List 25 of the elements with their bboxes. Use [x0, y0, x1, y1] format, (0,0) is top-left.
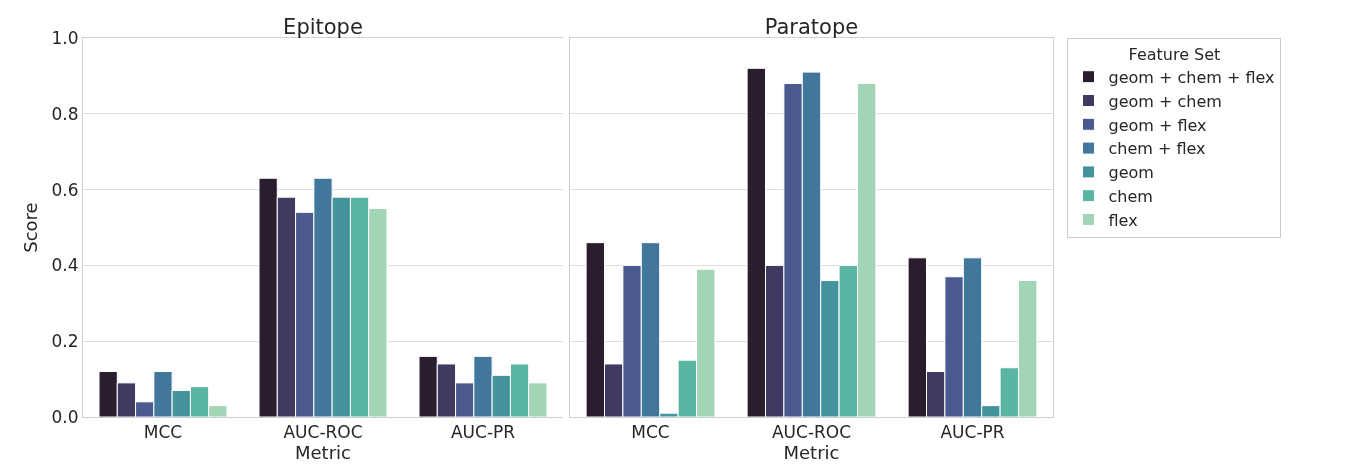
y-tick-label: 0.0	[51, 406, 79, 427]
legend-label: flex	[1108, 210, 1138, 230]
x-tick-label: AUC-ROC	[283, 422, 363, 443]
legend-label: geom + flex	[1108, 115, 1207, 135]
legend-label: geom + chem + flex	[1108, 67, 1275, 87]
legend-label: geom + chem	[1108, 91, 1222, 111]
legend-title: Feature Set	[1128, 44, 1221, 64]
x-axis-title: Metric	[295, 442, 351, 464]
x-tick-label: AUC-ROC	[771, 422, 852, 443]
legend-label: chem	[1108, 186, 1153, 206]
y-tick-label: 0.6	[51, 179, 79, 200]
x-axis-title: Metric	[783, 442, 840, 464]
chart-title: Epitope	[283, 15, 363, 39]
y-tick-label: 0.8	[51, 103, 79, 124]
y-axis-title: Score	[20, 202, 41, 253]
chart-title: Paratope	[764, 15, 859, 39]
legend-label: chem + flex	[1108, 139, 1206, 159]
y-tick-label: 1.0	[51, 27, 79, 48]
x-tick-label: AUC-PR	[940, 422, 1005, 443]
x-tick-label: AUC-PR	[450, 422, 516, 443]
y-tick-label: 0.4	[51, 255, 79, 276]
x-tick-label: MCC	[631, 422, 670, 443]
x-tick-label: MCC	[143, 422, 183, 443]
y-tick-label: 0.2	[51, 331, 79, 352]
legend-label: geom	[1108, 163, 1154, 183]
